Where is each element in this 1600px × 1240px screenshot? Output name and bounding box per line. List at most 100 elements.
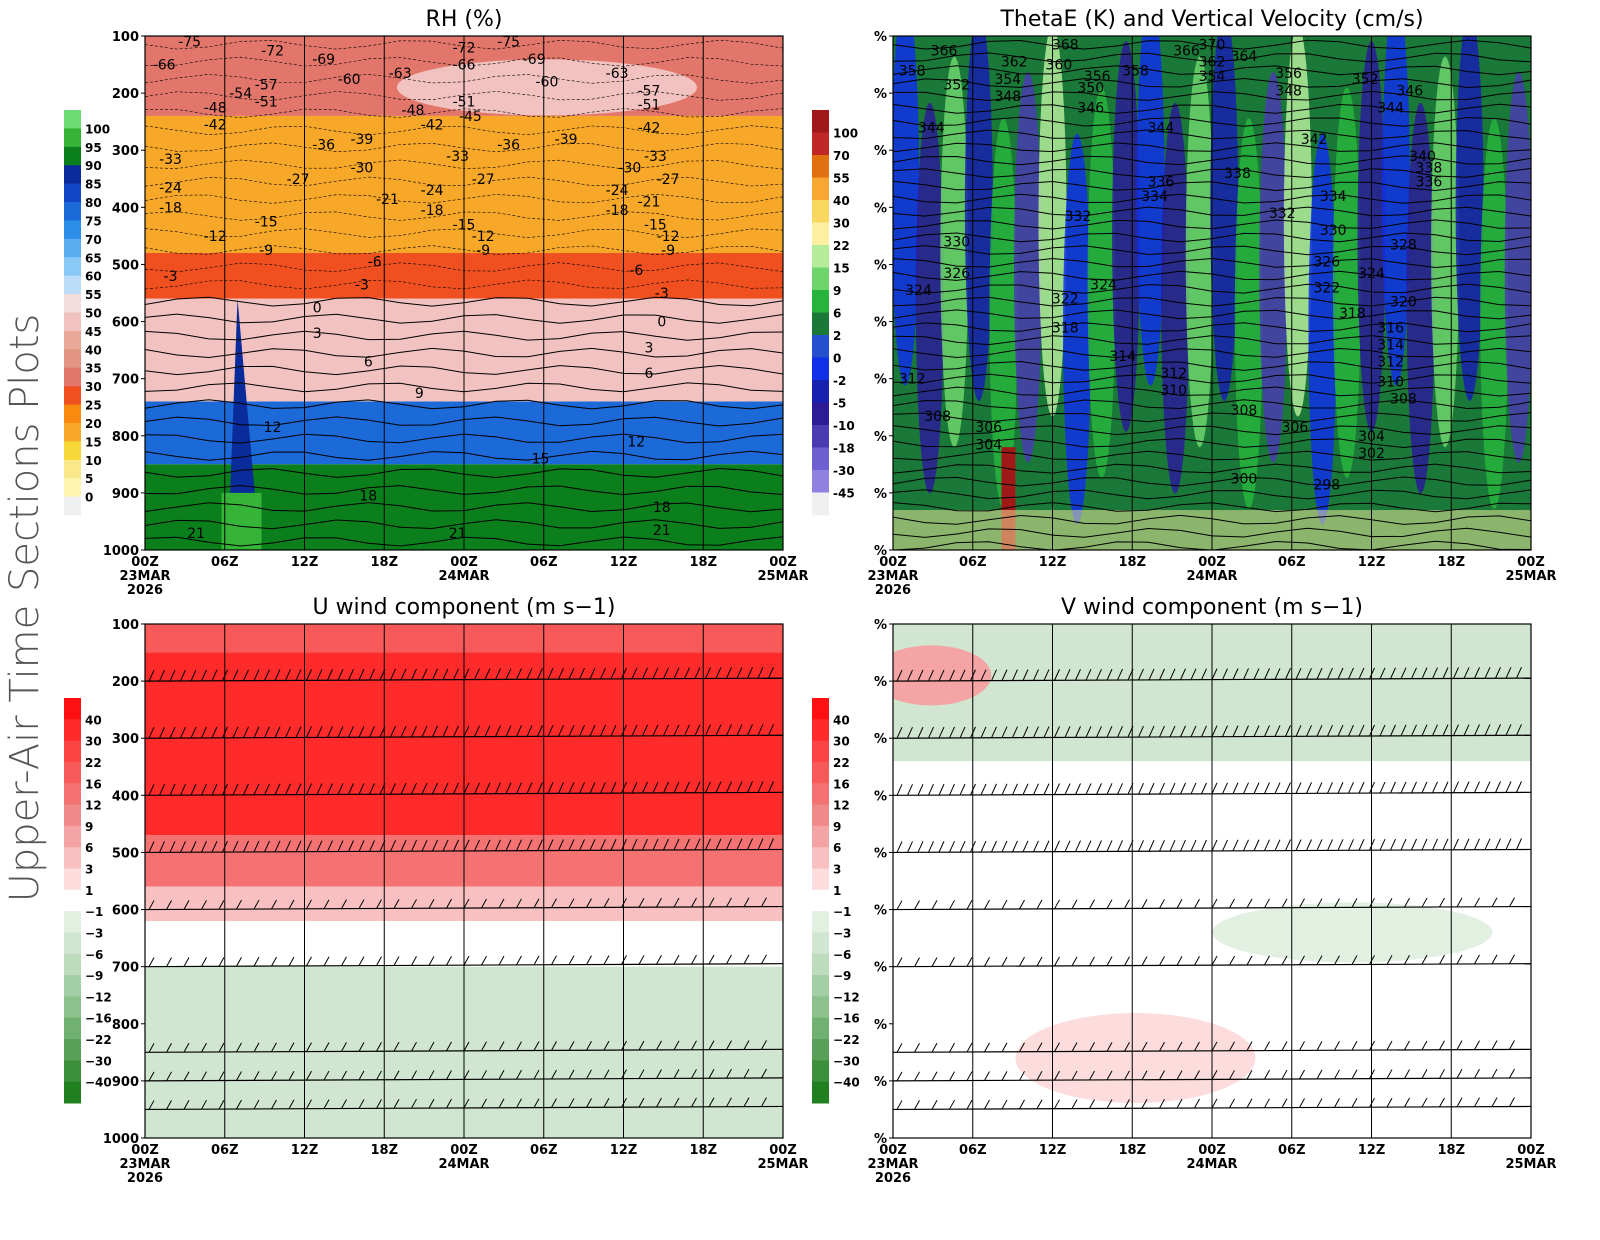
wind-barb — [323, 1099, 330, 1109]
rh-contour-label: -30 — [618, 160, 641, 176]
wind-barb — [907, 726, 913, 739]
wind-barb — [949, 726, 955, 739]
wind-barb — [1141, 1041, 1148, 1052]
v_wind-colorbar-label: −16 — [833, 1012, 860, 1026]
thetae-contour-label: 344 — [918, 120, 945, 136]
wind-barb — [931, 1042, 938, 1053]
wind-barb — [1334, 1041, 1340, 1051]
wind-barb — [1075, 783, 1081, 795]
u_wind-colorbar-label: −6 — [85, 948, 103, 962]
wind-barb — [306, 669, 312, 681]
wind-barb — [586, 898, 592, 908]
wind-barb — [432, 839, 438, 852]
wind-barb — [1264, 668, 1270, 680]
wind-barb — [691, 954, 697, 965]
wind-barb — [148, 1071, 155, 1082]
wind-barb — [1043, 840, 1050, 852]
wind-barb — [1337, 839, 1344, 851]
wind-barb — [631, 781, 638, 794]
wind-barb — [533, 1041, 540, 1051]
wind-barb — [1421, 1097, 1428, 1108]
wind-barb — [1358, 781, 1365, 794]
thetae-contour-label: 316 — [1377, 320, 1404, 336]
wind-barb — [984, 1071, 990, 1081]
wind-barb — [516, 668, 522, 680]
rh-contour-label: -15 — [255, 215, 278, 231]
wind-barb — [949, 1042, 955, 1053]
u_wind-colorbar-swatch — [64, 804, 81, 827]
wind-barb — [1348, 781, 1354, 794]
thetae-colorbar-swatch — [812, 177, 829, 201]
wind-barb — [1285, 782, 1291, 794]
wind-barb — [558, 667, 564, 680]
rh-contour-label: -69 — [523, 52, 546, 68]
wind-barb — [547, 839, 554, 851]
wind-barb — [917, 784, 924, 796]
wind-barb — [1390, 667, 1396, 679]
rh-x-tick-label: 12Z — [291, 555, 319, 570]
wind-barb — [663, 667, 669, 679]
wind-barb — [1379, 781, 1386, 794]
wind-barb — [980, 840, 987, 853]
wind-barb — [1036, 1042, 1043, 1052]
rh-contour-label: -9 — [259, 243, 273, 259]
wind-barb — [1439, 1040, 1445, 1050]
wind-barb — [484, 839, 491, 852]
v-blob — [893, 645, 992, 706]
wind-barb — [1211, 668, 1218, 680]
wind-barb — [1281, 1069, 1288, 1080]
wind-barb — [708, 1068, 715, 1079]
wind-barb — [1012, 840, 1018, 853]
wind-barb — [446, 1041, 452, 1052]
wind-barb — [928, 841, 934, 853]
wind-barb — [1190, 839, 1197, 852]
v_wind-y-tick-label: % — [874, 675, 887, 690]
thetae-contour-label: 338 — [1224, 166, 1251, 182]
wind-barb — [264, 669, 270, 681]
wind-barb — [914, 1100, 920, 1110]
wind-barb — [1295, 725, 1302, 737]
wind-barb — [1474, 897, 1480, 908]
wind-barb — [938, 726, 945, 739]
rh-x-tick-label: 00Z — [450, 555, 478, 570]
thetae-contour-label: 324 — [1090, 277, 1117, 293]
wind-barb — [1246, 898, 1253, 909]
wind-barb — [453, 782, 459, 795]
rh-colorbar-label: 35 — [85, 362, 102, 376]
wind-barb — [1516, 781, 1522, 793]
thetae-contour-label: 356 — [1084, 69, 1111, 85]
wind-barb — [603, 1040, 610, 1051]
wind-barb — [726, 954, 732, 965]
wind-barb — [1071, 1099, 1078, 1109]
v_wind-colorbar-label: −6 — [833, 948, 851, 962]
wind-barb — [1411, 838, 1417, 851]
wind-barb — [1358, 839, 1365, 851]
v_wind-y-tick-label: % — [874, 789, 887, 804]
thetae-contour-label: 358 — [899, 63, 926, 79]
rh-contour-label: -69 — [312, 52, 335, 68]
thetae-contour-label: 306 — [1282, 420, 1309, 436]
rh-contour-label: -21 — [376, 192, 399, 208]
wind-barb — [166, 957, 172, 967]
wind-barb — [1421, 1040, 1428, 1051]
wind-barb — [1484, 667, 1491, 679]
wind-barb — [148, 1043, 155, 1053]
rh-colorbar-label: 95 — [85, 141, 102, 155]
wind-barb — [1474, 1068, 1480, 1079]
wind-barb — [201, 1042, 207, 1053]
wind-barb — [1246, 1041, 1253, 1051]
thetae-contour-label: 318 — [1339, 306, 1366, 322]
v_wind-y-tick-label: % — [874, 961, 887, 976]
wind-barb — [1124, 956, 1130, 966]
wind-barb — [1285, 839, 1291, 851]
v_wind-frame — [892, 623, 1532, 1139]
wind-barb — [1096, 726, 1102, 738]
wind-barb — [656, 1097, 662, 1108]
wind-barb — [966, 957, 973, 967]
rh-blob — [396, 59, 697, 116]
thetae-contour-label: 308 — [924, 409, 951, 425]
thetae-contour-label: 350 — [1077, 80, 1104, 96]
wind-barb — [327, 840, 333, 852]
wind-barb — [432, 725, 438, 738]
thetae-frame — [892, 35, 1532, 551]
